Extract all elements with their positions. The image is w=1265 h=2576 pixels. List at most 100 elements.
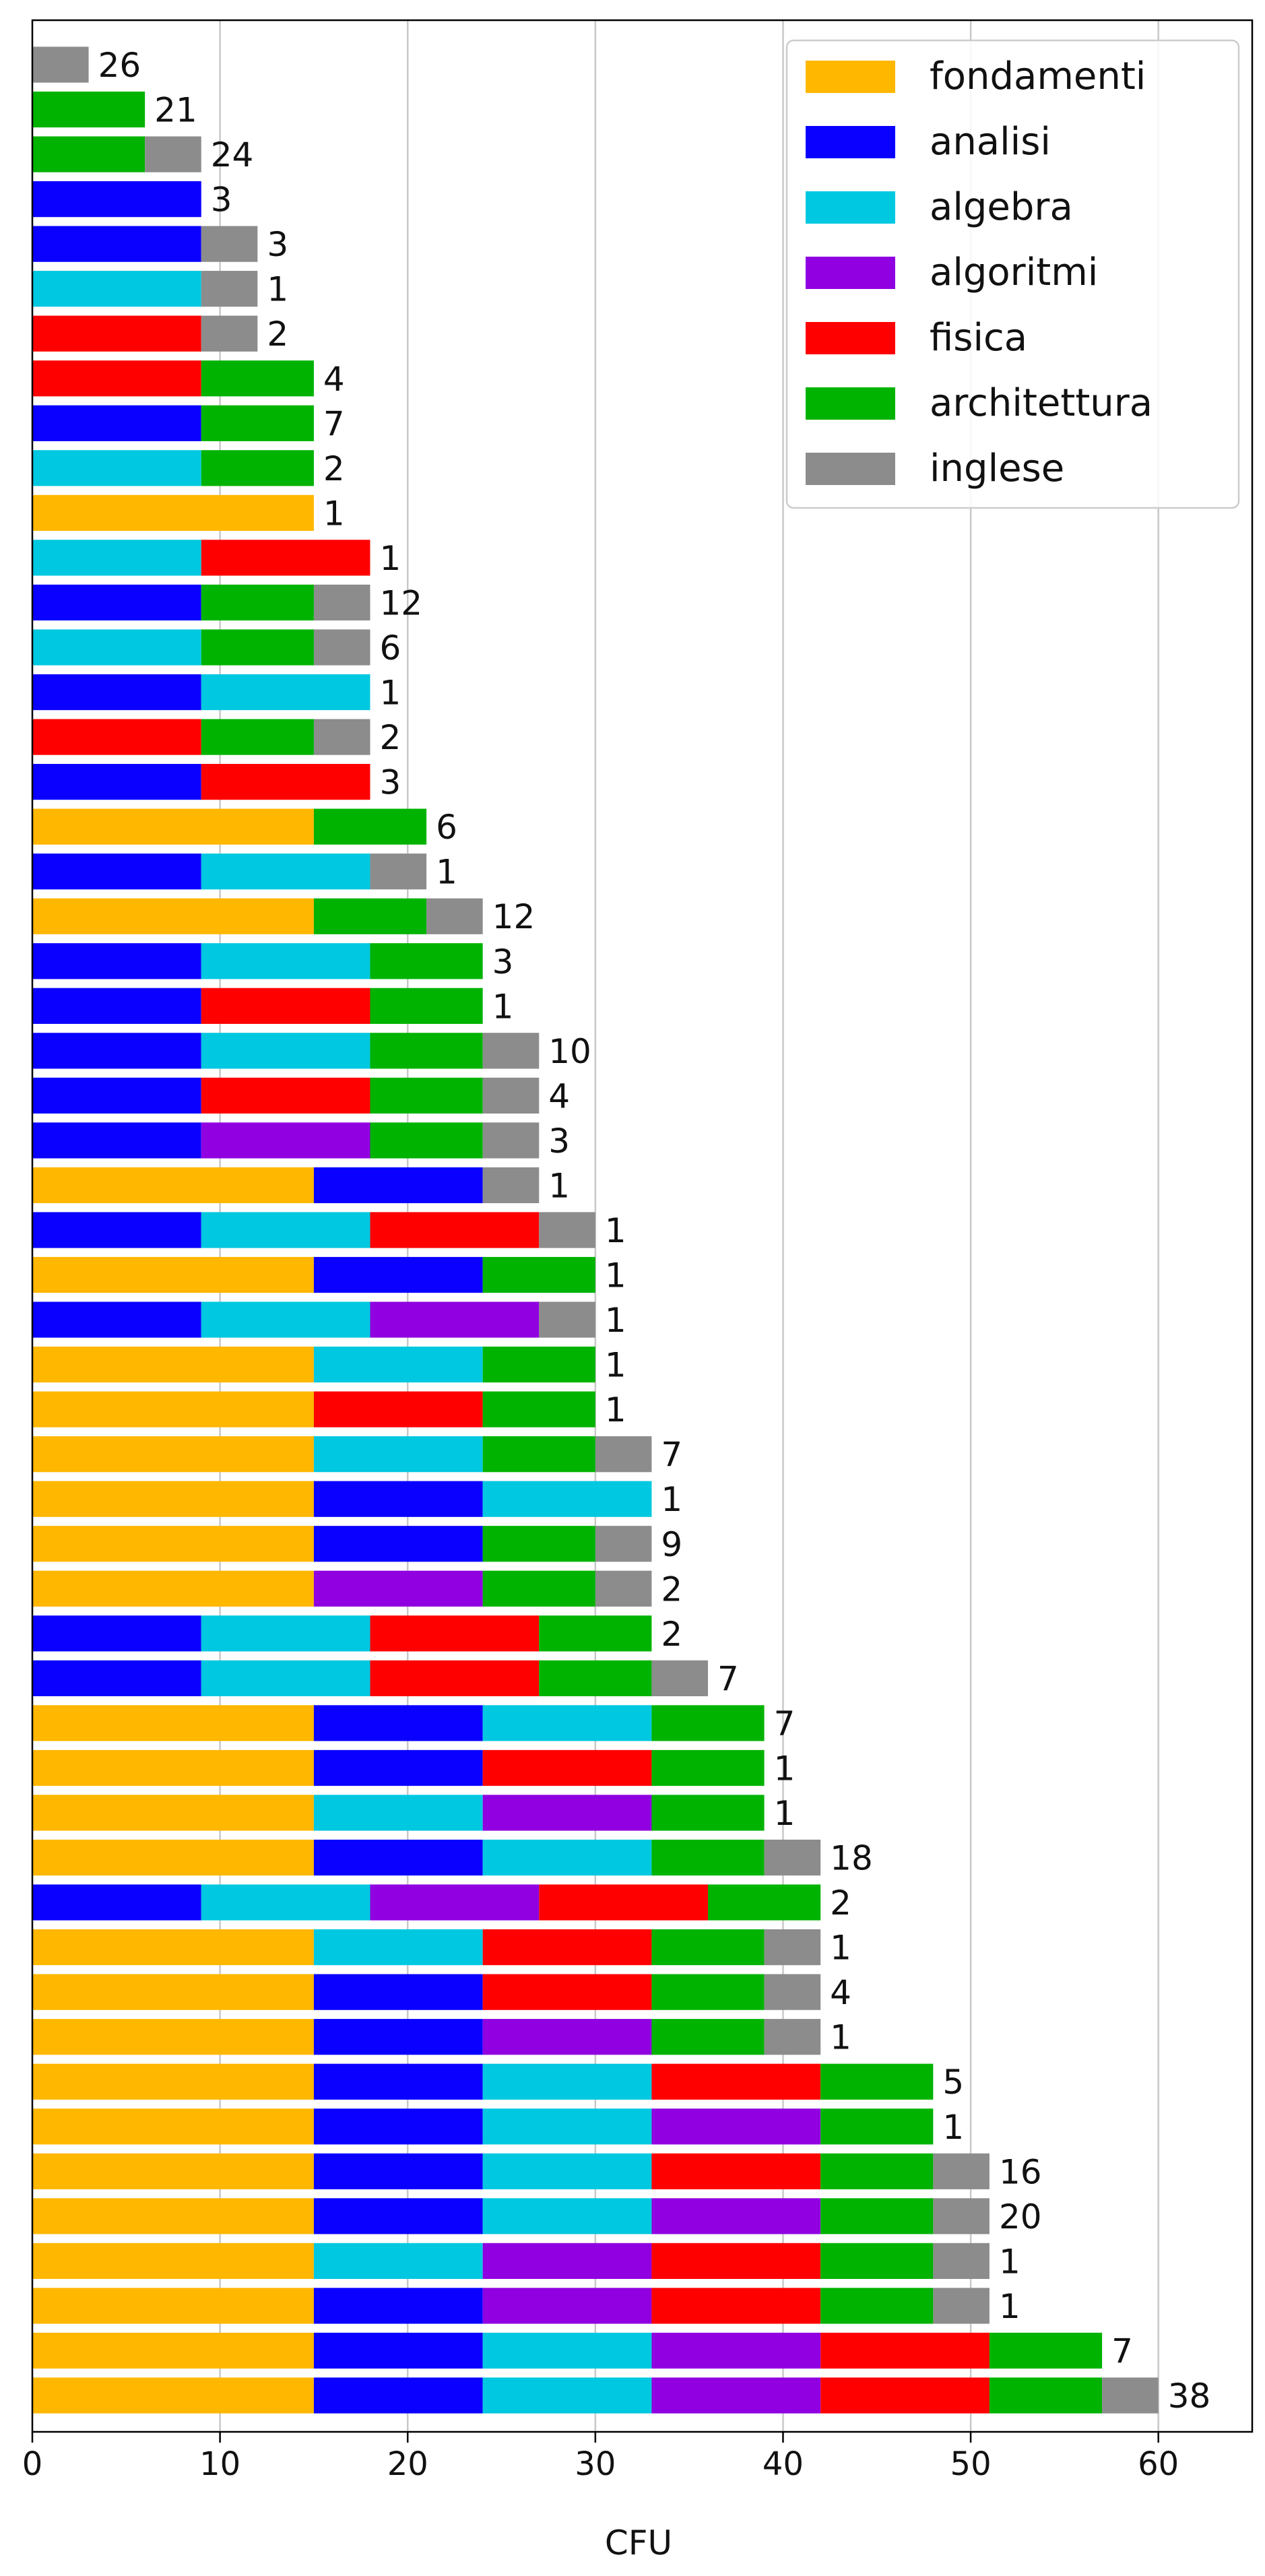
bar-50-segment-fisica: [651, 2288, 821, 2324]
bar-count-label: 1: [999, 2242, 1020, 2281]
bar-18-segment-algebra: [201, 854, 370, 890]
bar-45-segment-architettura: [820, 2063, 934, 2100]
bar-26-segment-analisi: [32, 1212, 201, 1248]
bar-count-label: 20: [999, 2197, 1042, 2236]
bar-count-label: 24: [211, 135, 254, 174]
bar-24-segment-architettura: [370, 1122, 483, 1159]
bar-33-segment-architettura: [482, 1526, 595, 1562]
x-tick-label: 30: [575, 2445, 616, 2483]
legend: fondamenti analisi algebra algoritmi fisica a…: [785, 39, 1240, 509]
bar-count-label: 3: [267, 225, 288, 264]
bar-12-segment-inglese: [313, 584, 370, 621]
x-tick-label: 10: [199, 2445, 240, 2483]
bar-4-segment-analisi: [32, 226, 201, 262]
bar-39-segment-algebra: [313, 1795, 483, 1831]
bar-20-segment-architettura: [370, 943, 483, 979]
bar-1-segment-architettura: [32, 91, 145, 128]
bar-28-segment-analisi: [32, 1301, 201, 1338]
bar-count-label: 7: [661, 1436, 682, 1475]
bar-19-segment-architettura: [313, 898, 427, 934]
bar-38-segment-fondamenti: [32, 1749, 314, 1786]
bar-31-segment-algebra: [313, 1436, 483, 1473]
bar-26-segment-inglese: [539, 1212, 595, 1248]
bar-13-segment-algebra: [32, 629, 201, 666]
bar-2-segment-architettura: [32, 136, 145, 172]
x-tick-label: 20: [387, 2445, 428, 2483]
bar-count-label: 1: [605, 1301, 626, 1340]
bar-30-segment-fondamenti: [32, 1391, 314, 1427]
bar-count-label: 26: [98, 46, 141, 85]
bar-2-segment-inglese: [145, 136, 201, 172]
bar-34-segment-fondamenti: [32, 1570, 314, 1607]
bar-39-segment-algoritmi: [482, 1795, 652, 1831]
bar-9-segment-architettura: [201, 450, 314, 486]
bar-29-segment-fondamenti: [32, 1347, 314, 1383]
bar-41-segment-architettura: [708, 1884, 821, 1921]
bar-45-segment-fisica: [651, 2063, 821, 2100]
bar-count-label: 1: [436, 853, 457, 892]
x-tick-label: 40: [763, 2445, 804, 2483]
bar-47-segment-fisica: [651, 2153, 821, 2189]
bar-49-segment-algoritmi: [482, 2243, 652, 2279]
bar-50-segment-fondamenti: [32, 2288, 314, 2324]
bar-34-segment-algoritmi: [313, 1570, 483, 1607]
bar-count-label: 12: [380, 583, 423, 622]
bar-46-segment-fondamenti: [32, 2108, 314, 2145]
bar-count-label: 1: [380, 539, 401, 578]
bar-count-label: 2: [661, 1615, 682, 1654]
bar-25-segment-analisi: [313, 1167, 483, 1204]
bar-33-segment-fondamenti: [32, 1526, 314, 1562]
bar-40-segment-architettura: [651, 1839, 765, 1876]
legend-label-analisi: analisi: [930, 120, 1051, 164]
bar-count-label: 7: [774, 1704, 796, 1743]
bar-7-segment-fisica: [32, 360, 201, 397]
bar-14-segment-analisi: [32, 674, 201, 711]
bar-35-segment-architettura: [539, 1615, 652, 1652]
bar-count-label: 1: [774, 1794, 796, 1833]
bar-49-segment-fisica: [651, 2243, 821, 2279]
bar-count-label: 1: [661, 1480, 682, 1519]
bar-48-segment-architettura: [820, 2198, 934, 2234]
bar-43-segment-inglese: [764, 1974, 821, 2010]
bar-count-label: 1: [830, 1929, 851, 1968]
bar-count-label: 3: [548, 1122, 570, 1161]
legend-label-algebra: algebra: [930, 185, 1073, 229]
bar-23-segment-inglese: [482, 1077, 540, 1114]
bar-10-segment-fondamenti: [32, 494, 314, 531]
bar-51-segment-algebra: [482, 2332, 652, 2369]
bar-51-segment-fondamenti: [32, 2332, 314, 2369]
bar-15-segment-inglese: [313, 719, 370, 755]
bar-50-segment-inglese: [933, 2288, 990, 2324]
bar-3-segment-analisi: [32, 181, 201, 218]
bar-44-segment-architettura: [651, 2019, 765, 2055]
bar-35-segment-algebra: [201, 1615, 370, 1652]
x-axis-label: CFU: [605, 2523, 672, 2563]
bar-6-segment-inglese: [201, 315, 258, 352]
bar-49-segment-fondamenti: [32, 2243, 314, 2279]
bar-8-segment-analisi: [32, 405, 201, 441]
bar-4-segment-inglese: [201, 226, 258, 262]
bar-count-label: 10: [548, 1032, 591, 1071]
bar-37-segment-analisi: [313, 1705, 483, 1741]
bar-52-segment-algoritmi: [651, 2377, 821, 2414]
legend-swatch-algoritmi: [806, 257, 895, 289]
legend-label-inglese: inglese: [930, 447, 1064, 490]
bar-count-label: 2: [830, 1883, 851, 1923]
bar-48-segment-inglese: [933, 2198, 990, 2234]
bar-15-segment-architettura: [201, 719, 314, 755]
bar-18-segment-inglese: [370, 854, 427, 890]
bar-20-segment-analisi: [32, 943, 201, 979]
bar-47-segment-fondamenti: [32, 2153, 314, 2189]
bar-0-segment-inglese: [32, 46, 89, 83]
bar-36-segment-architettura: [539, 1660, 652, 1696]
bar-42-segment-fondamenti: [32, 1929, 314, 1966]
bar-count-label: 3: [380, 763, 401, 802]
bar-29-segment-architettura: [482, 1347, 595, 1383]
bar-39-segment-architettura: [651, 1795, 765, 1831]
bar-41-segment-fisica: [539, 1884, 709, 1921]
bar-42-segment-fisica: [482, 1929, 652, 1966]
bar-28-segment-algebra: [201, 1301, 370, 1338]
bar-41-segment-algoritmi: [370, 1884, 540, 1921]
bar-36-segment-fisica: [370, 1660, 540, 1696]
